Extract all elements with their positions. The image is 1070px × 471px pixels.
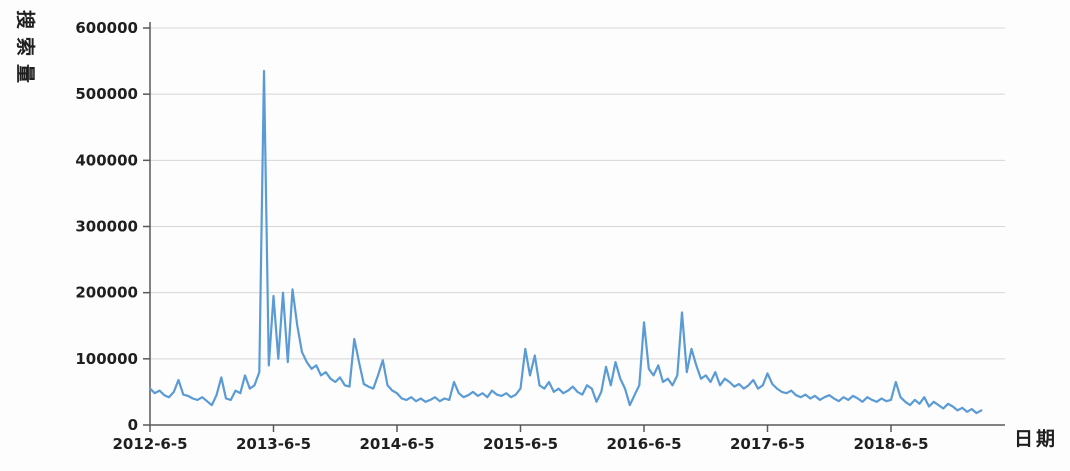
x-tick-label: 2012-6-5 xyxy=(112,435,187,453)
x-tick-label: 2016-6-5 xyxy=(606,435,681,453)
y-tick-label: 600000 xyxy=(75,19,138,37)
x-tick-label: 2017-6-5 xyxy=(730,435,805,453)
y-tick-label: 300000 xyxy=(75,218,138,236)
x-tick-label: 2013-6-5 xyxy=(236,435,311,453)
series-line xyxy=(148,69,983,415)
y-tick-label: 500000 xyxy=(75,85,138,103)
y-tick-label: 400000 xyxy=(75,151,138,169)
x-axis-title: 日期 xyxy=(1014,428,1059,450)
y-tick-label: 0 xyxy=(128,416,138,434)
x-tick-label: 2014-6-5 xyxy=(359,435,434,453)
y-tick-label: 200000 xyxy=(75,284,138,302)
y-axis-title: 搜索量 xyxy=(14,10,36,92)
x-tick-label: 2018-6-5 xyxy=(853,435,928,453)
y-tick-label: 100000 xyxy=(75,350,138,368)
x-tick-label: 2015-6-5 xyxy=(483,435,558,453)
